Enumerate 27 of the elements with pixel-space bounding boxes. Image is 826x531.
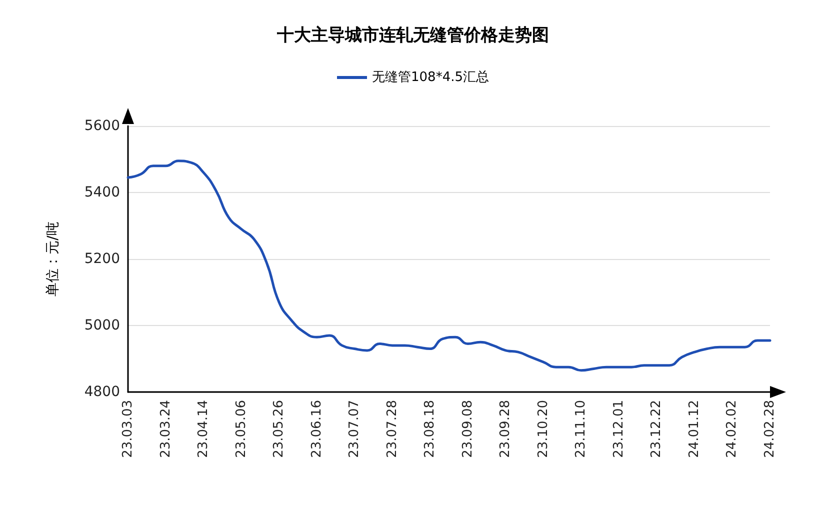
x-tick-label: 23.03.03 <box>120 400 136 458</box>
x-tick-label: 23.05.26 <box>272 400 287 458</box>
x-tick-label: 23.11.10 <box>574 400 589 458</box>
x-tick-label: 23.09.28 <box>498 400 514 458</box>
line-series <box>126 160 772 372</box>
x-tick-label: 23.12.01 <box>611 400 626 458</box>
x-tick-label: 23.04.14 <box>196 400 212 458</box>
y-tick-label: 4800 <box>84 384 120 400</box>
x-tick-label: 24.02.02 <box>724 400 740 458</box>
y-tick-label: 5400 <box>84 184 120 200</box>
x-tick-label: 23.07.07 <box>347 400 362 458</box>
x-tick-label: 24.02.28 <box>762 400 778 458</box>
y-tick-label: 5000 <box>84 318 120 334</box>
x-tick-label: 23.10.20 <box>536 400 551 458</box>
y-axis-title: 单位：元/吨 <box>45 222 61 296</box>
chart-title: 十大主导城市连轧无缝管价格走势图 <box>276 26 549 46</box>
x-tick-label: 23.09.08 <box>460 400 476 458</box>
x-tick-label: 23.08.18 <box>422 400 438 458</box>
x-tick-label: 24.01.12 <box>686 400 702 458</box>
x-tick-label: 23.05.06 <box>234 400 249 458</box>
x-tick-label: 23.12.22 <box>649 400 664 458</box>
y-tick-label: 5200 <box>84 251 120 267</box>
legend-label: 无缝管108*4.5汇总 <box>372 70 490 85</box>
x-tick-label: 23.07.28 <box>384 400 400 458</box>
y-tick-label: 5600 <box>84 118 120 134</box>
x-tick-label: 23.06.16 <box>309 400 324 458</box>
x-tick-label: 23.03.24 <box>158 400 174 458</box>
